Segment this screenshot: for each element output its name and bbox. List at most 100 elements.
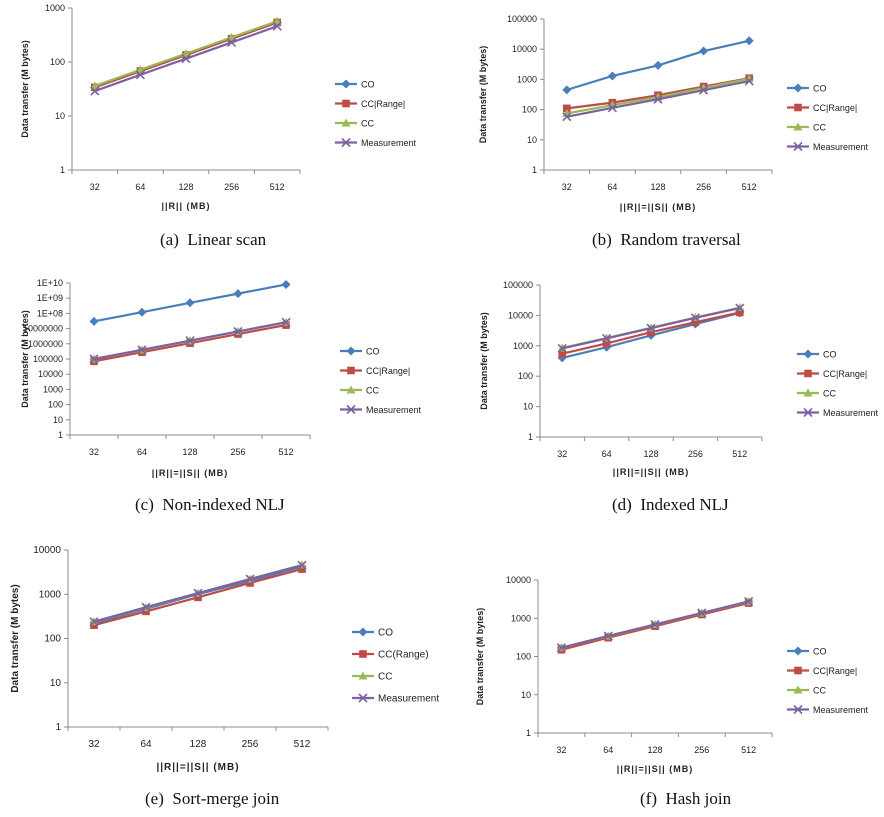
y-tick-label: 10 [55,111,65,121]
legend-label: Measurement [361,138,417,148]
legend-item: Measurement [797,407,879,418]
legend-label: CC [823,389,836,399]
legend-label: CO [378,628,393,639]
legend-marker [341,79,351,89]
y-tick-label: 100000 [33,354,63,364]
x-axis-title: ||R||=||S|| (MB) [620,202,696,212]
x-tick-label: 128 [190,739,207,750]
data-point [647,328,655,337]
x-tick-label: 256 [688,449,703,459]
legend-marker [359,650,367,658]
legend-item: CC|Range| [787,103,857,113]
data-point [298,565,306,573]
caption-b: (b) Random traversal [592,230,741,249]
series-2 [90,16,282,90]
y-tick-label: 100000 [507,14,537,24]
caption-f: (f) Hash join [640,789,732,808]
legend-item: CO [340,346,380,357]
x-tick-label: 64 [607,182,617,192]
data-point [233,289,243,299]
chart-svg-d: 1 10 100 1000 10000 100000 32 64 128 256 512 ||R||=… [479,280,879,477]
data-point [227,37,237,48]
legend-marker [804,369,812,378]
legend-label: Measurement [378,694,439,705]
data-point [744,76,754,86]
y-tick-label: 100 [48,400,63,410]
x-tick-label: 32 [89,447,99,457]
legend-label: CO [366,347,380,357]
data-point [735,303,745,313]
y-tick-label: 10 [521,690,531,700]
y-tick-label: 1000 [43,384,63,394]
data-point [562,85,572,95]
y-tick-label: 100 [516,652,531,662]
legend-marker [793,122,803,131]
y-tick-label: 10000 [506,575,531,585]
legend-label: Measurement [813,142,869,152]
y-tick-label: 1000 [39,589,62,600]
legend-item: CO [335,79,375,90]
legend-item: CC [797,388,836,399]
legend-label: Measurement [813,705,869,715]
x-axis-title: ||R||=||S|| (MB) [613,467,689,477]
chart-svg-a: 1 10 100 1000 32 64 128 256 512 ||R|| (MB) Data tr… [20,3,417,211]
chart-panel-c: 1 10 100 1000 10000 100000 1000000 10000000 1E+0… [0,265,442,525]
y-tick-label: 1 [532,165,537,175]
data-point [653,60,663,70]
y-tick-label: 100 [44,634,61,645]
y-tick-label: 10000000 [23,324,63,334]
data-point [89,316,99,326]
legend-label: CO [813,84,827,94]
legend-label: CC(Range) [378,650,429,661]
legend: CO CC|Range| CC Measurement [335,79,417,148]
series-3 [556,596,754,653]
y-axis-title: Data transfer (M bytes) [479,312,489,410]
data-point [736,308,744,317]
data-point [281,317,291,327]
x-tick-label: 256 [694,745,709,755]
legend-label: CC [813,686,826,696]
legend-item: CC [340,385,379,396]
legend-label: CC|Range| [813,103,857,113]
legend-marker [793,685,803,694]
x-tick-label: 64 [135,182,145,192]
y-tick-label: 100000 [503,280,533,290]
x-axis-title: ||R||=||S|| (MB) [617,764,693,774]
series-2 [562,74,754,117]
data-point [89,617,99,627]
legend-marker [793,83,803,93]
legend-marker [803,388,813,397]
legend: CO CC|Range| CC Measurement [787,646,869,715]
legend-item: Measurement [335,137,417,148]
data-point [141,602,151,612]
series-3 [89,317,291,364]
data-point [142,607,150,616]
legend: CO CC|Range| CC Measurement [797,349,879,418]
legend-item: CC [335,118,374,129]
x-tick-label: 512 [278,447,293,457]
series-0 [89,279,291,326]
x-tick-label: 32 [90,182,100,192]
legend-item: CO [787,646,827,657]
legend-item: CC(Range) [352,650,429,661]
x-tick-label: 128 [650,182,665,192]
data-point [185,298,195,308]
x-tick-label: 512 [294,739,311,750]
legend-marker [347,366,355,375]
caption-a: (a) Linear scan [160,230,267,249]
x-tick-label: 64 [603,745,613,755]
y-tick-label: 1 [55,722,61,733]
data-point [744,74,754,83]
data-point [690,313,700,323]
y-axis-title: Data transfer (M bytes) [20,40,30,138]
legend-marker [793,141,803,152]
legend-item: CO [787,83,827,94]
data-point [137,345,147,355]
chart-svg-f: 1 10 100 1000 10000 32 64 128 256 512 ||R||=||S|| … [475,575,869,774]
x-tick-label: 512 [741,745,756,755]
data-point [646,323,656,333]
data-point [691,318,700,326]
series-3 [90,21,282,96]
legend-label: CC [378,672,392,683]
legend-item: CC|Range| [787,666,857,676]
